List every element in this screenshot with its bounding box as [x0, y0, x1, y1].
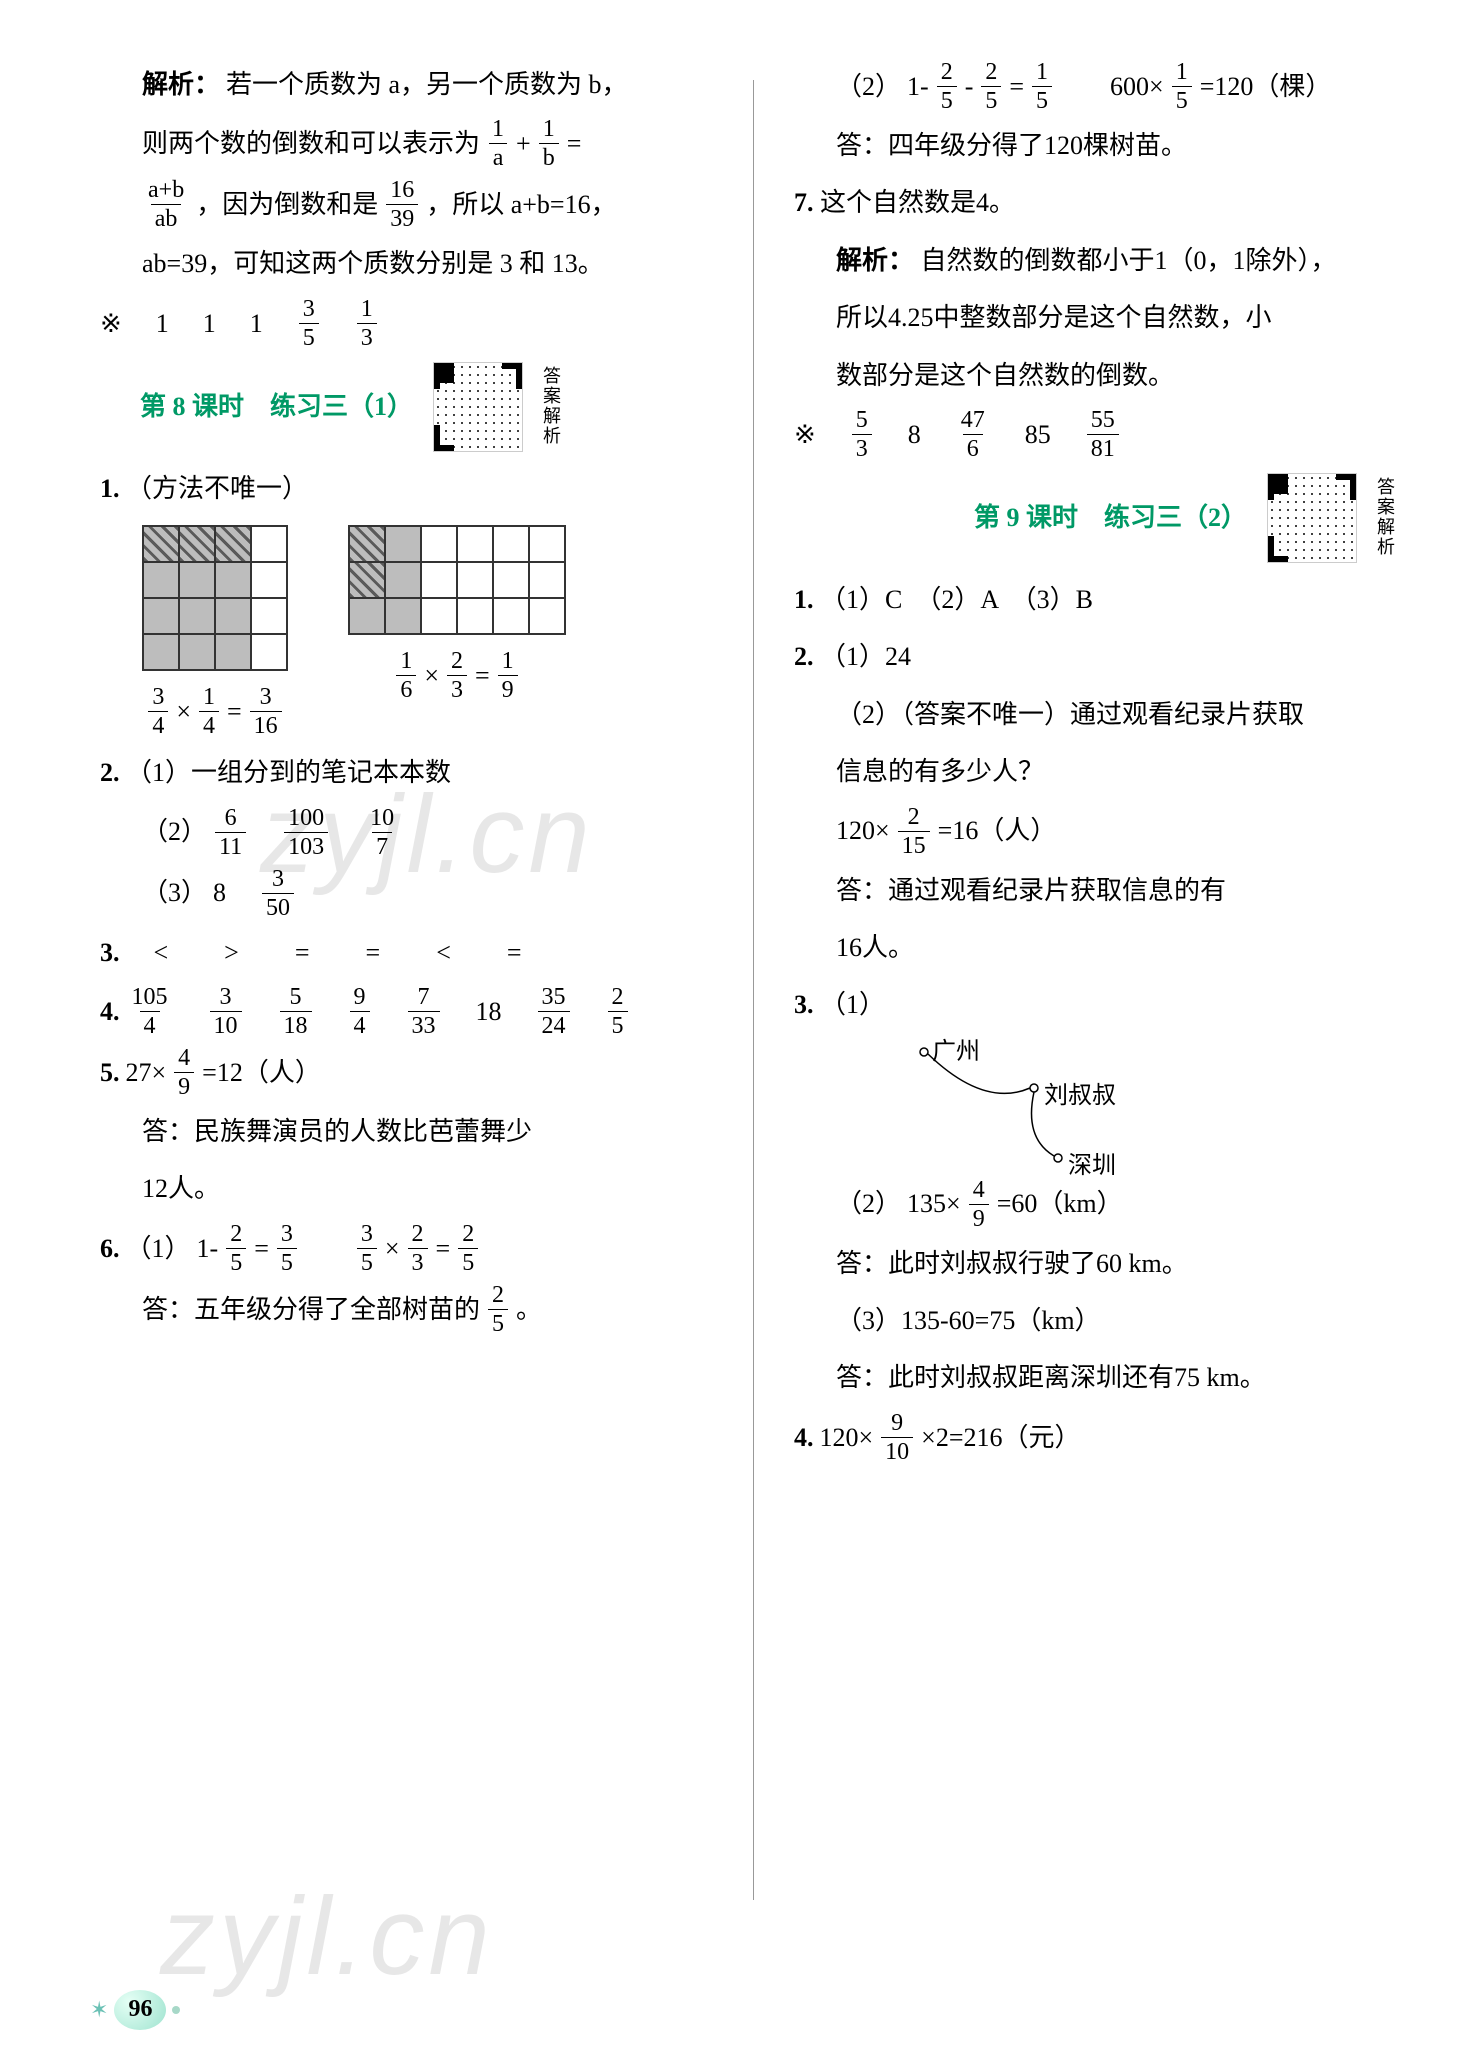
page-number: ✶ 96 — [90, 1989, 180, 2031]
q3: 3. < > = = < = — [100, 928, 713, 977]
grid-cell — [215, 598, 251, 634]
grid-b-eq: 16 × 23 = 19 — [348, 649, 566, 702]
star-icon: ✶ — [90, 1989, 108, 2031]
grid-cell — [457, 562, 493, 598]
grid-cell — [421, 562, 457, 598]
q7-l1: 解析： 自然数的倒数都小于1（0，1除外）， — [794, 236, 1407, 285]
grid-cell — [349, 526, 385, 562]
grid-cell — [179, 634, 215, 670]
q6-ans: 答：五年级分得了全部树苗的 25 。 — [100, 1283, 713, 1336]
grid-cell — [251, 598, 287, 634]
r-q2-p2a: （2）（答案不唯一）通过观看纪录片获取 — [794, 690, 1407, 739]
analysis-line-4: ab=39，可知这两个质数分别是 3 和 13。 — [100, 239, 713, 288]
qr-label: 答案解析 — [543, 367, 563, 446]
dot-icon — [172, 2006, 180, 2014]
grid-cell — [421, 598, 457, 634]
r-q2-p2b: 信息的有多少人？ — [794, 747, 1407, 796]
grid-cell — [349, 562, 385, 598]
grid-cell — [529, 598, 565, 634]
qr-code-icon — [1267, 473, 1357, 563]
r-q2-ans1: 答：通过观看纪录片获取信息的有 — [794, 866, 1407, 915]
q1: 1. （方法不唯一） — [100, 464, 713, 513]
grid-cell — [529, 526, 565, 562]
grid-cell — [457, 526, 493, 562]
grid-cell — [179, 562, 215, 598]
grid-cell — [529, 562, 565, 598]
grid-cell — [385, 526, 421, 562]
lesson-title: 第 8 课时 练习三（1） — [140, 382, 413, 431]
r-q1: 1. （1）C （2）A （3）B — [794, 575, 1407, 624]
q2-p2: （2） 611 100103 107 — [100, 806, 713, 859]
q2-p1: 2. （1）一组分到的笔记本本数 — [100, 748, 713, 797]
label-shenzhen: 深圳 — [1068, 1144, 1116, 1190]
r-q2-p1: 2. （1）24 — [794, 632, 1407, 681]
qr-label: 答案解析 — [1377, 478, 1397, 557]
grid-cell — [385, 598, 421, 634]
r-q3-p3: （3）135-60=75（km） — [794, 1296, 1407, 1345]
q7-head: 7. 这个自然数是4。 — [794, 178, 1407, 227]
grid-cell — [179, 526, 215, 562]
route-diagram: 广州 刘叔叔 深圳 — [914, 1038, 1154, 1178]
grid-cell — [493, 598, 529, 634]
q6-p1: 6. （1） 1- 25 = 35 35 × 23 = 25 — [100, 1222, 713, 1275]
q5-ans2: 12人。 — [100, 1164, 713, 1213]
grid-cell — [143, 562, 179, 598]
label-guangzhou: 广州 — [932, 1030, 980, 1076]
grid-cell — [215, 634, 251, 670]
grid-cell — [493, 562, 529, 598]
lesson-8-heading: 第 8 课时 练习三（1） 答案解析 — [140, 362, 713, 452]
r-q2-calc: 120× 215 =16（人） — [794, 805, 1407, 858]
label-analysis: 解析： — [142, 60, 220, 109]
grid-cell — [215, 526, 251, 562]
grid-b — [348, 525, 566, 635]
grid-cell — [215, 562, 251, 598]
right-column: （2） 1- 25 - 25 = 15 600× 15 =120（棵） 答：四年… — [794, 60, 1407, 1940]
qr-code-icon — [433, 362, 523, 452]
grid-cell — [143, 634, 179, 670]
lesson-9-heading: 第 9 课时 练习三（2） 答案解析 — [834, 473, 1397, 563]
column-divider — [753, 80, 754, 1900]
grid-cell — [421, 526, 457, 562]
text: 则两个数的倒数和可以表示为 — [142, 119, 480, 168]
grid-cell — [349, 598, 385, 634]
grid-cell — [251, 634, 287, 670]
r-q4: 4. 120× 910 ×2=216（元） — [794, 1411, 1407, 1464]
grid-a-eq: 34 × 14 = 316 — [142, 685, 288, 738]
analysis-line-3: a+bab ，因为倒数和是 1639 ，所以 a+b=16， — [100, 178, 713, 231]
q7-l3: 数部分是这个自然数的倒数。 — [794, 351, 1407, 400]
star-line-left: ※ 1 1 1 35 13 — [100, 297, 713, 350]
q6-p2-ans: 答：四年级分得了120棵树苗。 — [794, 121, 1407, 170]
analysis-line-1: 解析： 若一个质数为 a，另一个质数为 b， — [100, 60, 713, 109]
grid-cell — [143, 598, 179, 634]
r-q3-p1: 3. （1） — [794, 980, 1407, 1029]
grid-cell — [143, 526, 179, 562]
text: 若一个质数为 a，另一个质数为 b， — [226, 60, 628, 109]
lesson-title: 第 9 课时 练习三（2） — [974, 493, 1247, 542]
page-columns: 解析： 若一个质数为 a，另一个质数为 b， 则两个数的倒数和可以表示为 1a … — [100, 60, 1407, 1940]
r-q3-ans3: 答：此时刘叔叔距离深圳还有75 km。 — [794, 1353, 1407, 1402]
grid-cell — [457, 598, 493, 634]
left-column: 解析： 若一个质数为 a，另一个质数为 b， 则两个数的倒数和可以表示为 1a … — [100, 60, 713, 1940]
grid-cell — [385, 562, 421, 598]
grid-cell — [251, 526, 287, 562]
r-q2-ans2: 16人。 — [794, 923, 1407, 972]
q5-calc: 5. 27× 49 =12（人） — [100, 1046, 713, 1099]
grid-a — [142, 525, 288, 671]
grid-cell — [179, 598, 215, 634]
q2-p3: （3） 8 350 — [100, 867, 713, 920]
q6-p2: （2） 1- 25 - 25 = 15 600× 15 =120（棵） — [794, 60, 1407, 113]
grid-cell — [251, 562, 287, 598]
page-number-value: 96 — [114, 1990, 166, 2030]
q5-ans1: 答：民族舞演员的人数比芭蕾舞少 — [100, 1107, 713, 1156]
grid-cell — [493, 526, 529, 562]
q7-l2: 所以4.25中整数部分是这个自然数，小 — [794, 293, 1407, 342]
label-liu: 刘叔叔 — [1044, 1074, 1116, 1120]
q4: 4. 1054 310 518 94 733 18 3524 25 — [100, 985, 713, 1038]
analysis-line-2: 则两个数的倒数和可以表示为 1a + 1b = — [100, 117, 713, 170]
r-q3-ans2: 答：此时刘叔叔行驶了60 km。 — [794, 1239, 1407, 1288]
q1-grids: 34 × 14 = 316 16 × 23 = 19 — [142, 525, 713, 738]
star-line-right: ※ 53 8 476 85 5581 — [794, 408, 1407, 461]
